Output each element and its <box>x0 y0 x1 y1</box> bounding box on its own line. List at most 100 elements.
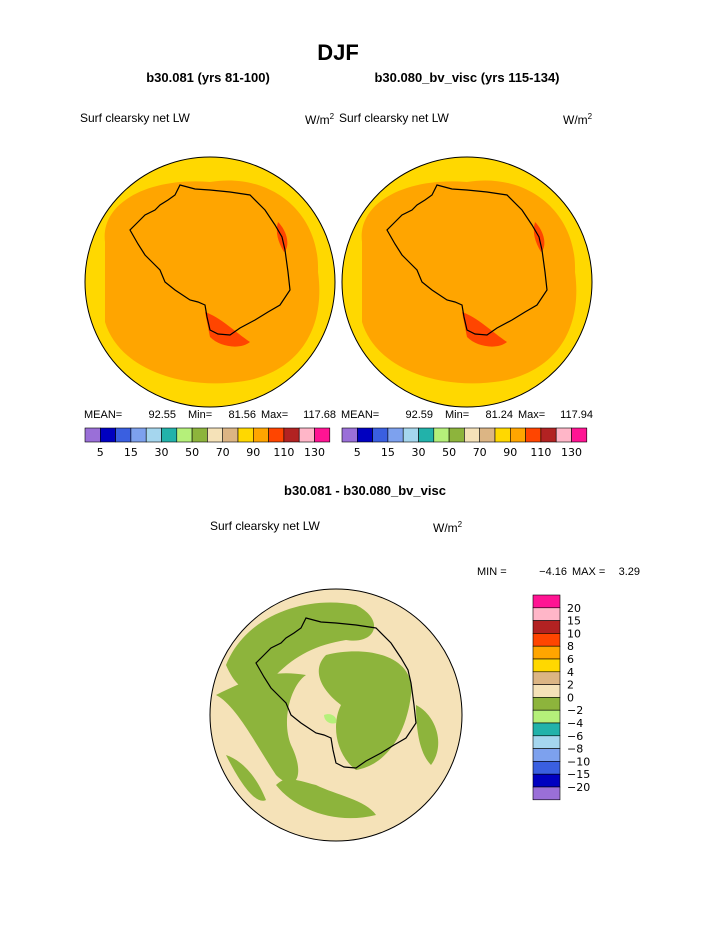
colorbar-box <box>532 722 561 737</box>
colorbar-box <box>402 427 419 443</box>
colorbar-box <box>356 427 373 443</box>
colorbar-label: 8 <box>567 640 574 653</box>
colorbar-box <box>532 684 561 698</box>
panel-title: b30.081 (yrs 81-100) <box>146 70 270 85</box>
colorbar-box <box>448 427 465 443</box>
colorbar-label: 10 <box>567 627 581 640</box>
colorbar-box <box>283 427 300 443</box>
stat-value: 92.55 <box>148 409 176 421</box>
variable-label: Surf clearsky net LW <box>210 519 320 533</box>
map <box>84 156 336 408</box>
colorbar-box <box>176 427 193 443</box>
stat-label: MAX = <box>572 566 605 578</box>
colorbar-box <box>268 427 285 443</box>
stat-label: MEAN= <box>84 409 122 421</box>
colorbar-box <box>418 427 435 443</box>
colorbar-label: 15 <box>124 446 138 459</box>
colorbar-label: 110 <box>273 446 294 459</box>
colorbar-label: 15 <box>567 615 581 628</box>
colorbar-box <box>130 427 147 443</box>
colorbar-box <box>191 427 208 443</box>
colorbar-box <box>532 709 561 724</box>
colorbar-box <box>532 748 561 762</box>
colorbar-box <box>372 427 389 443</box>
colorbar-label: 70 <box>216 446 230 459</box>
colorbar-label: −4 <box>567 717 583 730</box>
colorbar-box <box>479 427 496 443</box>
colorbar-box <box>555 427 572 443</box>
colorbar-box <box>207 427 223 443</box>
colorbar-box <box>532 645 561 660</box>
map <box>341 156 593 408</box>
figure-title: DJF <box>317 40 359 65</box>
colorbar-label: 5 <box>97 446 104 459</box>
colorbar-box <box>161 427 178 443</box>
stat-value: 81.24 <box>485 409 513 421</box>
colorbar-box <box>222 427 239 443</box>
colorbar-label: 6 <box>567 653 574 666</box>
units-label: W/m2 <box>433 520 463 535</box>
stat-label: Max= <box>518 409 545 421</box>
colorbar-box <box>145 427 162 443</box>
colorbar-box <box>314 427 331 443</box>
colorbar-box <box>84 427 101 443</box>
colorbar-label: −20 <box>567 781 590 794</box>
stat-label: Max= <box>261 409 288 421</box>
colorbar-box <box>115 427 132 443</box>
stat-label: MEAN= <box>341 409 379 421</box>
variable-label: Surf clearsky net LW <box>80 111 190 125</box>
colorbar-label: −2 <box>567 704 583 717</box>
stat-value: 117.94 <box>560 409 593 421</box>
units-label: W/m2 <box>563 112 593 127</box>
colorbar-label: 70 <box>473 446 487 459</box>
colorbar-label: 20 <box>567 602 581 615</box>
colorbar-box <box>540 427 557 443</box>
colorbar-label: 50 <box>185 446 199 459</box>
colorbar-box <box>532 607 561 621</box>
stats: MEAN= 92.55 Min= 81.56 Max= 117.68 MEAN=… <box>84 409 593 421</box>
colorbar-box <box>464 427 480 443</box>
colorbar-label: −6 <box>567 730 583 743</box>
colorbar-box <box>532 735 561 749</box>
colorbar-label: 30 <box>412 446 426 459</box>
colorbar-label: 50 <box>442 446 456 459</box>
colorbar-label: −10 <box>567 755 590 768</box>
colorbar-label: 15 <box>381 446 395 459</box>
colorbar-box <box>532 761 561 775</box>
variable-label: Surf clearsky net LW <box>339 111 449 125</box>
colorbar-label: 110 <box>530 446 551 459</box>
colorbar-label: 90 <box>246 446 260 459</box>
colorbar-box <box>509 427 526 443</box>
colorbar-label: −8 <box>567 743 583 756</box>
colorbar-box <box>532 633 561 647</box>
colorbar-box <box>298 427 315 443</box>
stat-value: 117.68 <box>303 409 336 421</box>
panel-title: b30.080_bv_visc (yrs 115-134) <box>374 70 559 85</box>
colorbar-box <box>433 427 450 443</box>
colorbar-box <box>532 594 561 609</box>
units-label: W/m2 <box>305 112 335 127</box>
colorbar-label: 130 <box>561 446 582 459</box>
stat-value: −4.16 <box>539 566 567 578</box>
colorbar-box <box>253 427 269 443</box>
colorbar-label: 90 <box>503 446 517 459</box>
panel-title: b30.081 - b30.080_bv_visc <box>284 483 446 498</box>
colorbar-box <box>532 697 561 711</box>
colorbar-box <box>525 427 542 443</box>
colorbar-box <box>387 427 404 443</box>
colorbar-box <box>571 427 588 443</box>
stat-label: MIN = <box>477 566 507 578</box>
stat-value: 81.56 <box>228 409 256 421</box>
colorbars: 5 15 30 50 70 90 110 130 5 15 30 50 70 90 110 130201510… <box>84 427 590 801</box>
colorbar-box <box>494 427 511 443</box>
colorbar-label: 5 <box>354 446 361 459</box>
colorbar-label: 30 <box>155 446 169 459</box>
colorbar-label: 130 <box>304 446 325 459</box>
colorbar-label: 2 <box>567 679 574 692</box>
stat-label: Min= <box>445 409 469 421</box>
colorbar-box <box>532 620 561 634</box>
stat-value: 3.29 <box>619 566 640 578</box>
stat-value: 92.59 <box>405 409 433 421</box>
